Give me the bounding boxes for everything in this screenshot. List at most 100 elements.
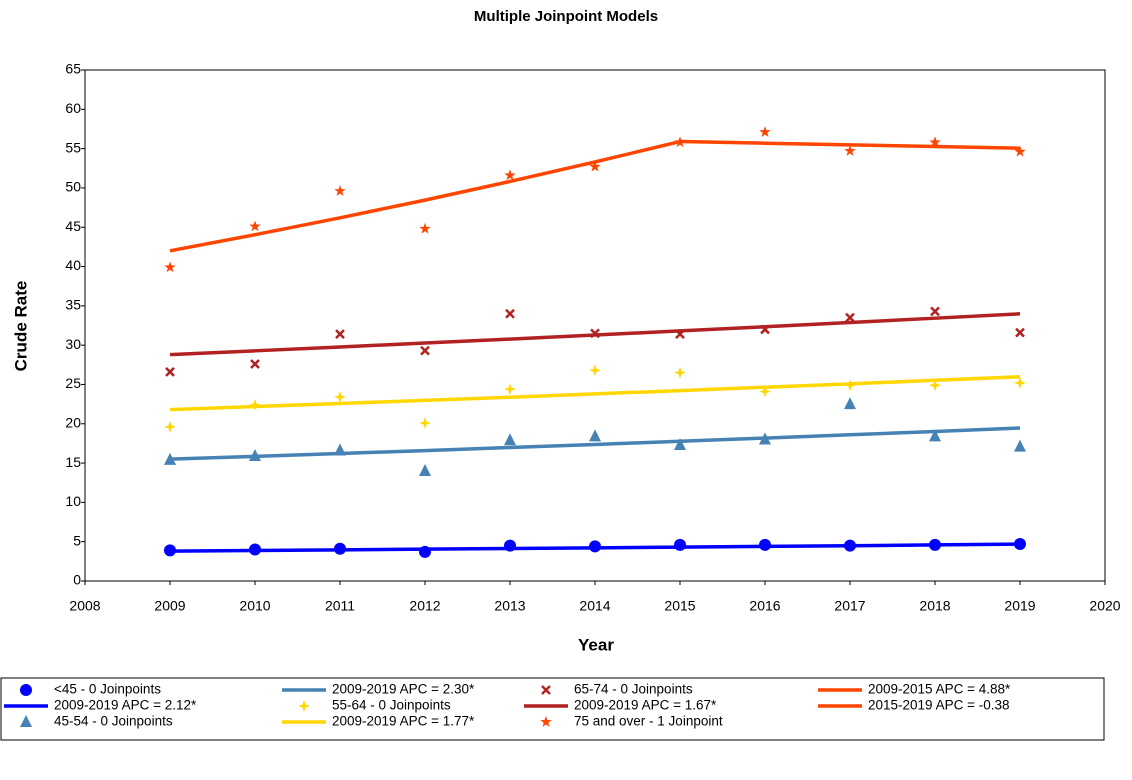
fit-line xyxy=(169,139,681,253)
data-point xyxy=(504,433,516,446)
x-tick-label: 2014 xyxy=(579,598,610,614)
y-tick-label: 5 xyxy=(73,532,81,548)
data-point xyxy=(674,366,686,379)
data-point xyxy=(1014,538,1026,551)
x-tick-label: 2010 xyxy=(239,598,270,614)
legend-marker xyxy=(20,684,32,696)
data-point xyxy=(249,543,261,556)
x-tick-label: 2016 xyxy=(749,598,780,614)
data-point xyxy=(505,308,515,319)
x-tick-label: 2019 xyxy=(1004,598,1035,614)
legend-label: 2009-2019 APC = 1.77* xyxy=(332,714,475,729)
data-point xyxy=(164,544,176,557)
data-point xyxy=(675,329,685,340)
data-point xyxy=(590,328,600,339)
chart-title: Multiple Joinpoint Models xyxy=(474,8,658,25)
data-point xyxy=(334,542,346,555)
y-tick-label: 60 xyxy=(65,100,81,116)
fit-line xyxy=(169,375,1021,412)
y-tick-label: 40 xyxy=(65,257,81,273)
y-tick-label: 45 xyxy=(65,218,81,234)
data-point xyxy=(844,397,856,410)
x-tick-label: 2018 xyxy=(919,598,950,614)
data-point xyxy=(759,385,771,398)
data-point xyxy=(250,359,260,369)
data-point xyxy=(164,261,176,273)
legend-label: 2009-2015 APC = 4.88* xyxy=(868,682,1011,697)
fit-line xyxy=(169,426,1021,461)
data-point xyxy=(844,144,856,156)
y-tick-label: 15 xyxy=(65,454,81,470)
y-tick-label: 65 xyxy=(65,61,81,77)
data-point xyxy=(674,437,686,450)
data-point xyxy=(929,136,941,148)
fit-line xyxy=(679,139,1021,150)
x-tick-label: 2017 xyxy=(834,598,865,614)
legend-label: 2009-2019 APC = 2.12* xyxy=(54,698,197,713)
legend-label: 45-54 - 0 Joinpoints xyxy=(54,714,173,729)
x-tick-label: 2009 xyxy=(154,598,185,614)
legend-marker xyxy=(540,716,552,727)
x-tick-label: 2012 xyxy=(409,598,440,614)
data-point xyxy=(845,312,855,323)
legend-box xyxy=(0,677,1105,741)
legend-label: 75 and over - 1 Joinpoint xyxy=(574,714,723,729)
data-point xyxy=(674,136,686,148)
y-tick-label: 20 xyxy=(65,414,81,430)
data-point xyxy=(759,126,771,137)
legend-label: 55-64 - 0 Joinpoints xyxy=(332,698,451,713)
data-point xyxy=(419,416,431,429)
data-point xyxy=(164,452,176,465)
data-point xyxy=(759,432,771,445)
data-point xyxy=(249,398,261,411)
legend-marker xyxy=(541,685,551,695)
x-tick-label: 2013 xyxy=(494,598,525,614)
data-point xyxy=(844,539,856,552)
data-point xyxy=(419,222,431,234)
legend-label: 2009-2019 APC = 2.30* xyxy=(332,682,475,697)
legend-label: 2015-2019 APC = -0.38 xyxy=(868,698,1009,713)
data-point xyxy=(589,429,601,442)
data-point xyxy=(929,379,941,392)
data-point xyxy=(164,420,176,433)
data-point xyxy=(929,538,941,551)
data-point xyxy=(504,383,516,396)
data-point xyxy=(589,160,601,172)
data-point xyxy=(420,345,430,356)
data-point xyxy=(1014,376,1026,389)
y-tick-label: 50 xyxy=(65,179,81,195)
y-tick-label: 10 xyxy=(65,493,81,509)
data-point xyxy=(589,540,601,553)
data-point xyxy=(334,185,346,196)
y-tick-label: 25 xyxy=(65,375,81,391)
data-point xyxy=(929,429,941,442)
data-point xyxy=(504,539,516,552)
legend-label: <45 - 0 Joinpoints xyxy=(54,682,161,697)
data-point xyxy=(419,545,431,558)
data-point xyxy=(844,379,856,392)
data-point xyxy=(930,306,940,317)
data-point xyxy=(674,538,686,551)
legend-marker xyxy=(20,715,32,727)
y-tick-label: 0 xyxy=(73,572,81,588)
data-point xyxy=(419,463,431,476)
data-point xyxy=(504,169,516,181)
legend-label: 2009-2019 APC = 1.67* xyxy=(574,698,717,713)
y-tick-label: 30 xyxy=(65,336,81,352)
data-point xyxy=(589,364,601,377)
x-tick-label: 2015 xyxy=(664,598,695,614)
data-point xyxy=(1014,145,1026,157)
data-point xyxy=(334,443,346,456)
data-point xyxy=(249,449,261,462)
legend-label: 65-74 - 0 Joinpoints xyxy=(574,682,693,697)
data-point xyxy=(334,391,346,404)
data-point xyxy=(1015,327,1025,338)
x-axis-title: Year xyxy=(578,635,614,654)
x-tick-label: 2008 xyxy=(69,598,100,614)
legend-marker xyxy=(298,700,310,712)
x-tick-label: 2011 xyxy=(325,598,355,614)
data-point xyxy=(249,220,261,232)
y-tick-label: 35 xyxy=(65,297,81,313)
x-tick-label: 2020 xyxy=(1089,598,1120,614)
